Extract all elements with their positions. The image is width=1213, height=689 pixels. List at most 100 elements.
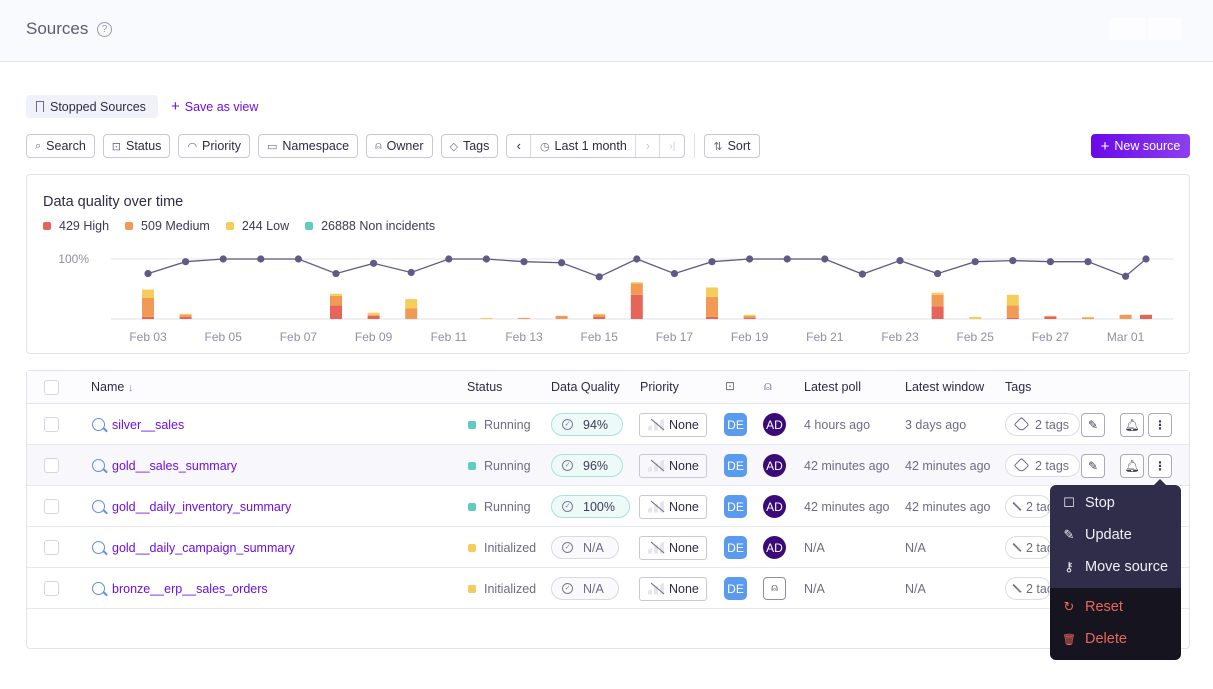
priority-select[interactable]: None <box>639 412 707 437</box>
priority-select[interactable]: None <box>639 494 707 519</box>
folder-code-icon[interactable]: ⊡ <box>725 379 736 393</box>
column-latest-window[interactable]: Latest window <box>905 380 985 394</box>
data-quality-badge[interactable]: ✓ N/A <box>551 536 619 559</box>
row-checkbox[interactable] <box>44 540 59 555</box>
column-name[interactable]: Name ↓ <box>91 380 133 394</box>
table-row[interactable]: gold__daily_inventory_summary Running ✓ … <box>27 486 1189 527</box>
column-tags[interactable]: Tags <box>1005 380 1032 394</box>
table-row[interactable]: bronze__erp__sales_orders Initialized ✓ … <box>27 568 1189 609</box>
row-checkbox[interactable] <box>44 499 59 514</box>
search-filter-button[interactable]: ⌕ Search <box>26 134 95 158</box>
quality-line <box>147 258 1147 278</box>
notifications-button[interactable]: 🔔︎ <box>1120 453 1144 478</box>
legend-item-medium[interactable]: 509 Medium <box>125 219 210 233</box>
bar-medium <box>593 314 606 317</box>
select-all-checkbox[interactable] <box>44 380 59 395</box>
source-name-link[interactable]: bronze__erp__sales_orders <box>112 581 268 596</box>
tags-pill[interactable]: 2 tags <box>1005 536 1051 559</box>
column-latest-poll[interactable]: Latest poll <box>804 380 861 394</box>
data-quality-chart: 100% Feb 03 Feb 05 Feb 07 Feb 09 Feb 11 Feb 13… <box>58 252 1173 344</box>
tags-pill[interactable]: 2 tags <box>1005 413 1081 436</box>
status-cell: Initialized <box>468 527 536 568</box>
saved-view-chip[interactable]: Stopped Sources <box>26 95 158 118</box>
namespace-badge[interactable]: DE <box>724 536 747 559</box>
menu-item-update[interactable]: ✎ Update <box>1062 527 1132 543</box>
menu-item-stop[interactable]: ☐ Stop <box>1062 495 1115 511</box>
table-row[interactable]: gold__sales_summary Running ✓ 96% None D… <box>27 445 1189 486</box>
owner-avatar[interactable]: AD <box>763 495 786 518</box>
owner-avatar[interactable]: AD <box>763 413 786 436</box>
priority-value: None <box>669 581 699 596</box>
column-status[interactable]: Status <box>467 380 503 394</box>
latest-poll-cell: 42 minutes ago <box>804 499 890 514</box>
alerts-cell: 🔔︎ <box>1120 445 1144 486</box>
namespace-badge[interactable]: DE <box>724 413 747 436</box>
bar-high <box>630 294 643 319</box>
bar-low <box>330 293 342 296</box>
column-data-quality[interactable]: Data Quality <box>551 380 620 394</box>
help-icon[interactable]: ? <box>97 22 112 37</box>
user-icon[interactable]: ⍝ <box>764 378 772 393</box>
priority-select[interactable]: None <box>639 535 707 560</box>
x-tick-label: Feb 03 <box>129 330 167 344</box>
source-name-link[interactable]: gold__daily_inventory_summary <box>112 499 292 514</box>
status-cell: Running <box>468 486 531 527</box>
legend-item-low[interactable]: 244 Low <box>225 219 289 233</box>
source-name-link[interactable]: gold__daily_campaign_summary <box>112 540 295 555</box>
source-name-link[interactable]: silver__sales <box>112 417 185 432</box>
namespace-badge[interactable]: DE <box>724 454 747 477</box>
owner-filter-button[interactable]: ⍝ Owner <box>366 134 433 158</box>
priority-select[interactable]: None <box>639 576 707 601</box>
data-quality-badge[interactable]: ✓ N/A <box>551 577 619 600</box>
previous-range-button[interactable]: ‹ <box>507 135 532 157</box>
edit-tags-button[interactable]: ✎ <box>1081 453 1105 478</box>
assign-owner-button[interactable]: ⍝ <box>763 577 786 600</box>
bar-high <box>593 316 606 319</box>
tags-pill[interactable]: 2 tags <box>1005 495 1051 518</box>
namespace-badge[interactable]: DE <box>724 495 747 518</box>
row-checkbox[interactable] <box>44 458 59 473</box>
priority-filter-button[interactable]: ◠ Priority <box>178 134 250 158</box>
time-range-button[interactable]: ◷ Last 1 month <box>531 135 637 157</box>
next-range-button[interactable]: › <box>636 135 661 157</box>
more-actions-button[interactable]: ⋮ <box>1148 453 1172 478</box>
row-checkbox[interactable] <box>44 581 59 596</box>
save-as-view-link[interactable]: + Save as view <box>171 98 258 115</box>
menu-item-move-source[interactable]: ⚷ Move source <box>1062 559 1168 575</box>
namespace-filter-button[interactable]: ▭ Namespace <box>257 134 359 158</box>
table-row[interactable]: gold__daily_campaign_summary Initialized… <box>27 527 1189 568</box>
header-action-button[interactable] <box>1110 18 1146 40</box>
latest-range-button[interactable]: ›| <box>660 135 684 157</box>
bar-medium <box>555 315 568 319</box>
owner-avatar[interactable]: AD <box>763 454 786 477</box>
notifications-button[interactable]: 🔔︎ <box>1120 412 1144 437</box>
edit-tags-button[interactable]: ✎ <box>1081 412 1105 437</box>
status-filter-button[interactable]: ⊡ Status <box>102 134 171 158</box>
tag-icon: ◇ <box>449 140 458 153</box>
owner-avatar[interactable]: AD <box>763 536 786 559</box>
data-quality-badge[interactable]: ✓ 94% <box>551 413 624 436</box>
table-row[interactable]: silver__sales Running ✓ 94% None DE <box>27 404 1189 445</box>
menu-item-delete[interactable]: 🗑 Delete <box>1062 631 1127 647</box>
legend-item-high[interactable]: 429 High <box>43 219 109 233</box>
tags-pill[interactable]: 2 tags <box>1005 577 1051 600</box>
tags-cell: 2 tags <box>1005 527 1051 568</box>
tags-pill[interactable]: 2 tags <box>1005 454 1081 477</box>
new-source-button[interactable]: + New source <box>1091 134 1190 158</box>
tags-cell: 2 tags <box>1005 486 1051 527</box>
data-quality-badge[interactable]: ✓ 96% <box>551 454 624 477</box>
sort-button[interactable]: ⇅ Sort <box>704 134 760 158</box>
more-actions-button[interactable]: ⋮ <box>1148 412 1172 437</box>
menu-item-reset[interactable]: ↻ Reset <box>1062 599 1123 615</box>
legend-item-non-incidents[interactable]: 26888 Non incidents <box>305 219 435 233</box>
source-name-link[interactable]: gold__sales_summary <box>112 458 238 473</box>
header-action-button[interactable] <box>1148 18 1182 40</box>
row-actions-menu: ☐ Stop ✎ Update ⚷ Move source ↻ Reset 🗑 … <box>1050 479 1181 660</box>
priority-select[interactable]: None <box>639 453 707 478</box>
row-checkbox[interactable] <box>44 417 59 432</box>
column-priority[interactable]: Priority <box>640 380 679 394</box>
data-quality-badge[interactable]: ✓ 100% <box>551 495 630 518</box>
namespace-badge[interactable]: DE <box>724 577 747 600</box>
data-quality-cell: ✓ N/A <box>551 527 619 568</box>
tags-filter-button[interactable]: ◇ Tags <box>440 134 499 158</box>
